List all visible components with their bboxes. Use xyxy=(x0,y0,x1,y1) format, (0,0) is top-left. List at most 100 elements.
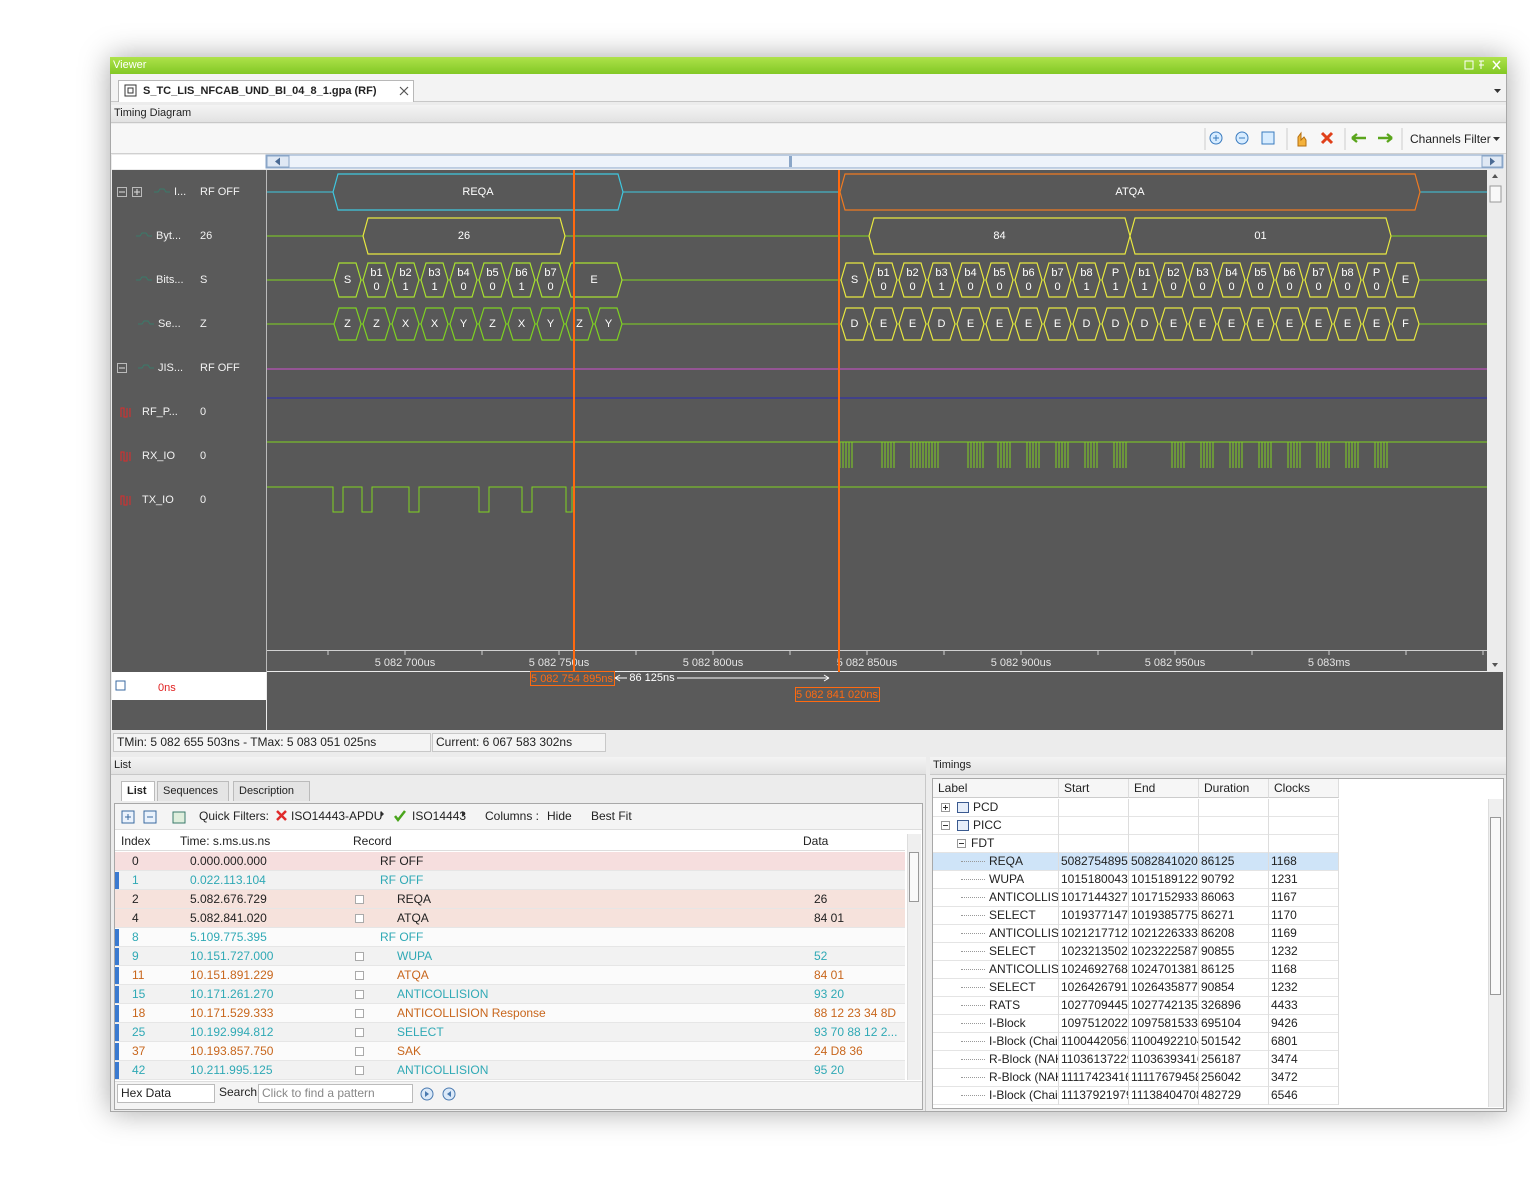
row-expander[interactable] xyxy=(355,1028,364,1037)
list-row[interactable]: 25 10.192.994.812 SELECT 93 70 88 12 2... xyxy=(115,1023,905,1042)
timings-col-line xyxy=(1128,889,1129,907)
tx-waveform xyxy=(267,486,1487,513)
row-expander[interactable] xyxy=(355,1066,364,1075)
timings-col-line xyxy=(1198,925,1199,943)
timing-label: REQA xyxy=(989,854,1024,868)
sequence-box xyxy=(1275,307,1304,341)
tab-menu[interactable] xyxy=(1493,88,1503,96)
row-index: 4 xyxy=(132,911,139,925)
list-tab[interactable]: Description xyxy=(233,781,310,801)
sequence-box xyxy=(1159,307,1188,341)
timings-row[interactable]: I-Block (Chained)11004420562110049221045… xyxy=(933,1033,1339,1051)
row-time: 5.082.841.020 xyxy=(190,911,267,925)
timings-row[interactable]: ANTICOLLISION101714432701017152933386063… xyxy=(933,889,1339,907)
row-expander[interactable] xyxy=(355,1047,364,1056)
list-row[interactable]: 4 5.082.841.020 ATQA 84 01 xyxy=(115,909,905,928)
sequence-box xyxy=(1362,307,1391,341)
sequence-label: D xyxy=(851,318,859,330)
window-buttons[interactable] xyxy=(1464,60,1504,72)
row-data: 88 12 23 34 8D xyxy=(814,1006,897,1020)
cursor-delta-bg xyxy=(627,672,677,684)
timings-row[interactable]: PCD xyxy=(933,799,1339,817)
list-tool-icons[interactable] xyxy=(121,810,191,826)
timings-col-line xyxy=(1198,871,1199,889)
row-index: 15 xyxy=(132,987,146,1001)
best-fit-button[interactable]: Best Fit xyxy=(591,809,632,823)
timings-row[interactable]: I-Block (Chained)11137921979111384047084… xyxy=(933,1087,1339,1105)
quick-filters-label: Quick Filters: xyxy=(199,809,270,823)
format-select[interactable]: Hex Data xyxy=(117,1084,215,1103)
bit-label: b6 xyxy=(515,267,527,279)
timings-row[interactable]: R-Block (NAK)111174234161111767945825604… xyxy=(933,1069,1339,1087)
timing-clocks: 1168 xyxy=(1271,854,1297,868)
timing-end: 11117679458 xyxy=(1131,1070,1198,1084)
timings-row[interactable]: SELECT 10193771479 10193857750 86271 1170 xyxy=(933,907,1339,925)
list-row[interactable]: 37 10.193.857.750 SAK 24 D8 36 xyxy=(115,1042,905,1061)
timings-row[interactable]: R-Block (NAK)110361372291103639341625618… xyxy=(933,1051,1339,1069)
row-record: RF OFF xyxy=(380,873,424,887)
row-data: 24 D8 36 xyxy=(814,1044,863,1058)
channel-name: RX_IO xyxy=(142,450,175,462)
timings-row[interactable]: FDT xyxy=(933,835,1339,853)
timings-row[interactable]: ANTICOLLISION102469276871024701381286125… xyxy=(933,961,1339,979)
list-tab[interactable]: List xyxy=(121,781,155,801)
bit-box xyxy=(927,262,956,298)
tree-guide xyxy=(961,1059,985,1060)
list-row[interactable]: 18 10.171.529.333 ANTICOLLISION Response 88… xyxy=(115,1004,905,1023)
timing-label: SELECT xyxy=(989,908,1036,922)
list-row[interactable]: 1 0.022.113.104 RF OFF xyxy=(115,871,905,890)
timings-row[interactable]: REQA 5082754895 5082841020 86125 1168 xyxy=(933,853,1339,871)
timings-col-line xyxy=(1268,943,1269,961)
sequence-label: X xyxy=(431,318,439,330)
timings-v-thumb[interactable] xyxy=(1490,817,1501,995)
timings-row[interactable]: I-Block 10975120229 10975815333 695104 9426 xyxy=(933,1015,1339,1033)
sequence-label: Y xyxy=(547,318,555,330)
bit-label: b7 xyxy=(544,267,556,279)
timings-col-line xyxy=(1198,1087,1199,1105)
row-expander[interactable] xyxy=(355,971,364,980)
list-row[interactable]: 11 10.151.891.229 ATQA 84 01 xyxy=(115,966,905,985)
row-expander[interactable] xyxy=(355,952,364,961)
timings-row[interactable]: ANTICOLLISION102121771251021226333386208… xyxy=(933,925,1339,943)
list-row[interactable]: 15 10.171.261.270 ANTICOLLISION 93 20 xyxy=(115,985,905,1004)
row-time: 10.171.261.270 xyxy=(190,987,274,1001)
bit-value: 1 xyxy=(1112,281,1118,293)
search-nav[interactable] xyxy=(419,1086,459,1102)
search-input[interactable]: Click to find a pattern xyxy=(258,1084,413,1103)
list-row[interactable]: 0 0.000.000.000 RF OFF xyxy=(115,852,905,871)
timings-row[interactable]: RATS 10277094458 10277421354 326896 4433 xyxy=(933,997,1339,1015)
timings-row[interactable]: WUPA 10151800437 10151891229 90792 1231 xyxy=(933,871,1339,889)
list-row[interactable]: 9 10.151.727.000 WUPA 52 xyxy=(115,947,905,966)
list-row[interactable]: 8 5.109.775.395 RF OFF xyxy=(115,928,905,947)
row-expander[interactable] xyxy=(355,895,364,904)
list-row[interactable]: 2 5.082.676.729 REQA 26 xyxy=(115,890,905,909)
bit-value: 0 xyxy=(1373,281,1379,293)
channels-filter-label: Channels Filter xyxy=(1410,132,1491,146)
list-row[interactable]: 42 10.211.995.125 ANTICOLLISION 95 20 xyxy=(115,1061,905,1080)
bit-label: b5 xyxy=(1254,267,1266,279)
list-tab[interactable]: Sequences xyxy=(157,781,229,801)
bit-label: P xyxy=(1373,267,1380,279)
offset-row xyxy=(112,672,266,700)
row-index: 0 xyxy=(132,854,139,868)
row-expander[interactable] xyxy=(355,1009,364,1018)
file-tab[interactable]: S_TC_LIS_NFCAB_UND_BI_04_8_1.gpa (RF) xyxy=(118,80,414,102)
sequence-label: Z xyxy=(373,318,380,330)
filter-iso[interactable]: ISO14443 xyxy=(412,809,467,823)
timings-row[interactable]: PICC xyxy=(933,817,1339,835)
row-expander[interactable] xyxy=(355,914,364,923)
tree-expander-bar xyxy=(943,825,948,826)
list-v-thumb[interactable] xyxy=(909,852,919,902)
toolbar-icons[interactable] xyxy=(1204,128,1404,150)
channels-filter[interactable]: Channels Filter xyxy=(1410,131,1491,147)
timings-row[interactable]: SELECT 10264267916 10264358770 90854 1232 xyxy=(933,979,1339,997)
row-expander[interactable] xyxy=(355,990,364,999)
bit-box xyxy=(840,262,869,298)
timings-row[interactable]: SELECT 10232135020 10232225875 90855 1232 xyxy=(933,943,1339,961)
expand-box xyxy=(132,187,142,197)
filter-apdu[interactable]: ISO14443-APDU xyxy=(291,809,383,823)
timings-col-line xyxy=(1128,853,1129,871)
row-record: RF OFF xyxy=(380,930,424,944)
hide-button[interactable]: Hide xyxy=(547,809,572,823)
axis-label: 5 082 900us xyxy=(991,657,1052,669)
